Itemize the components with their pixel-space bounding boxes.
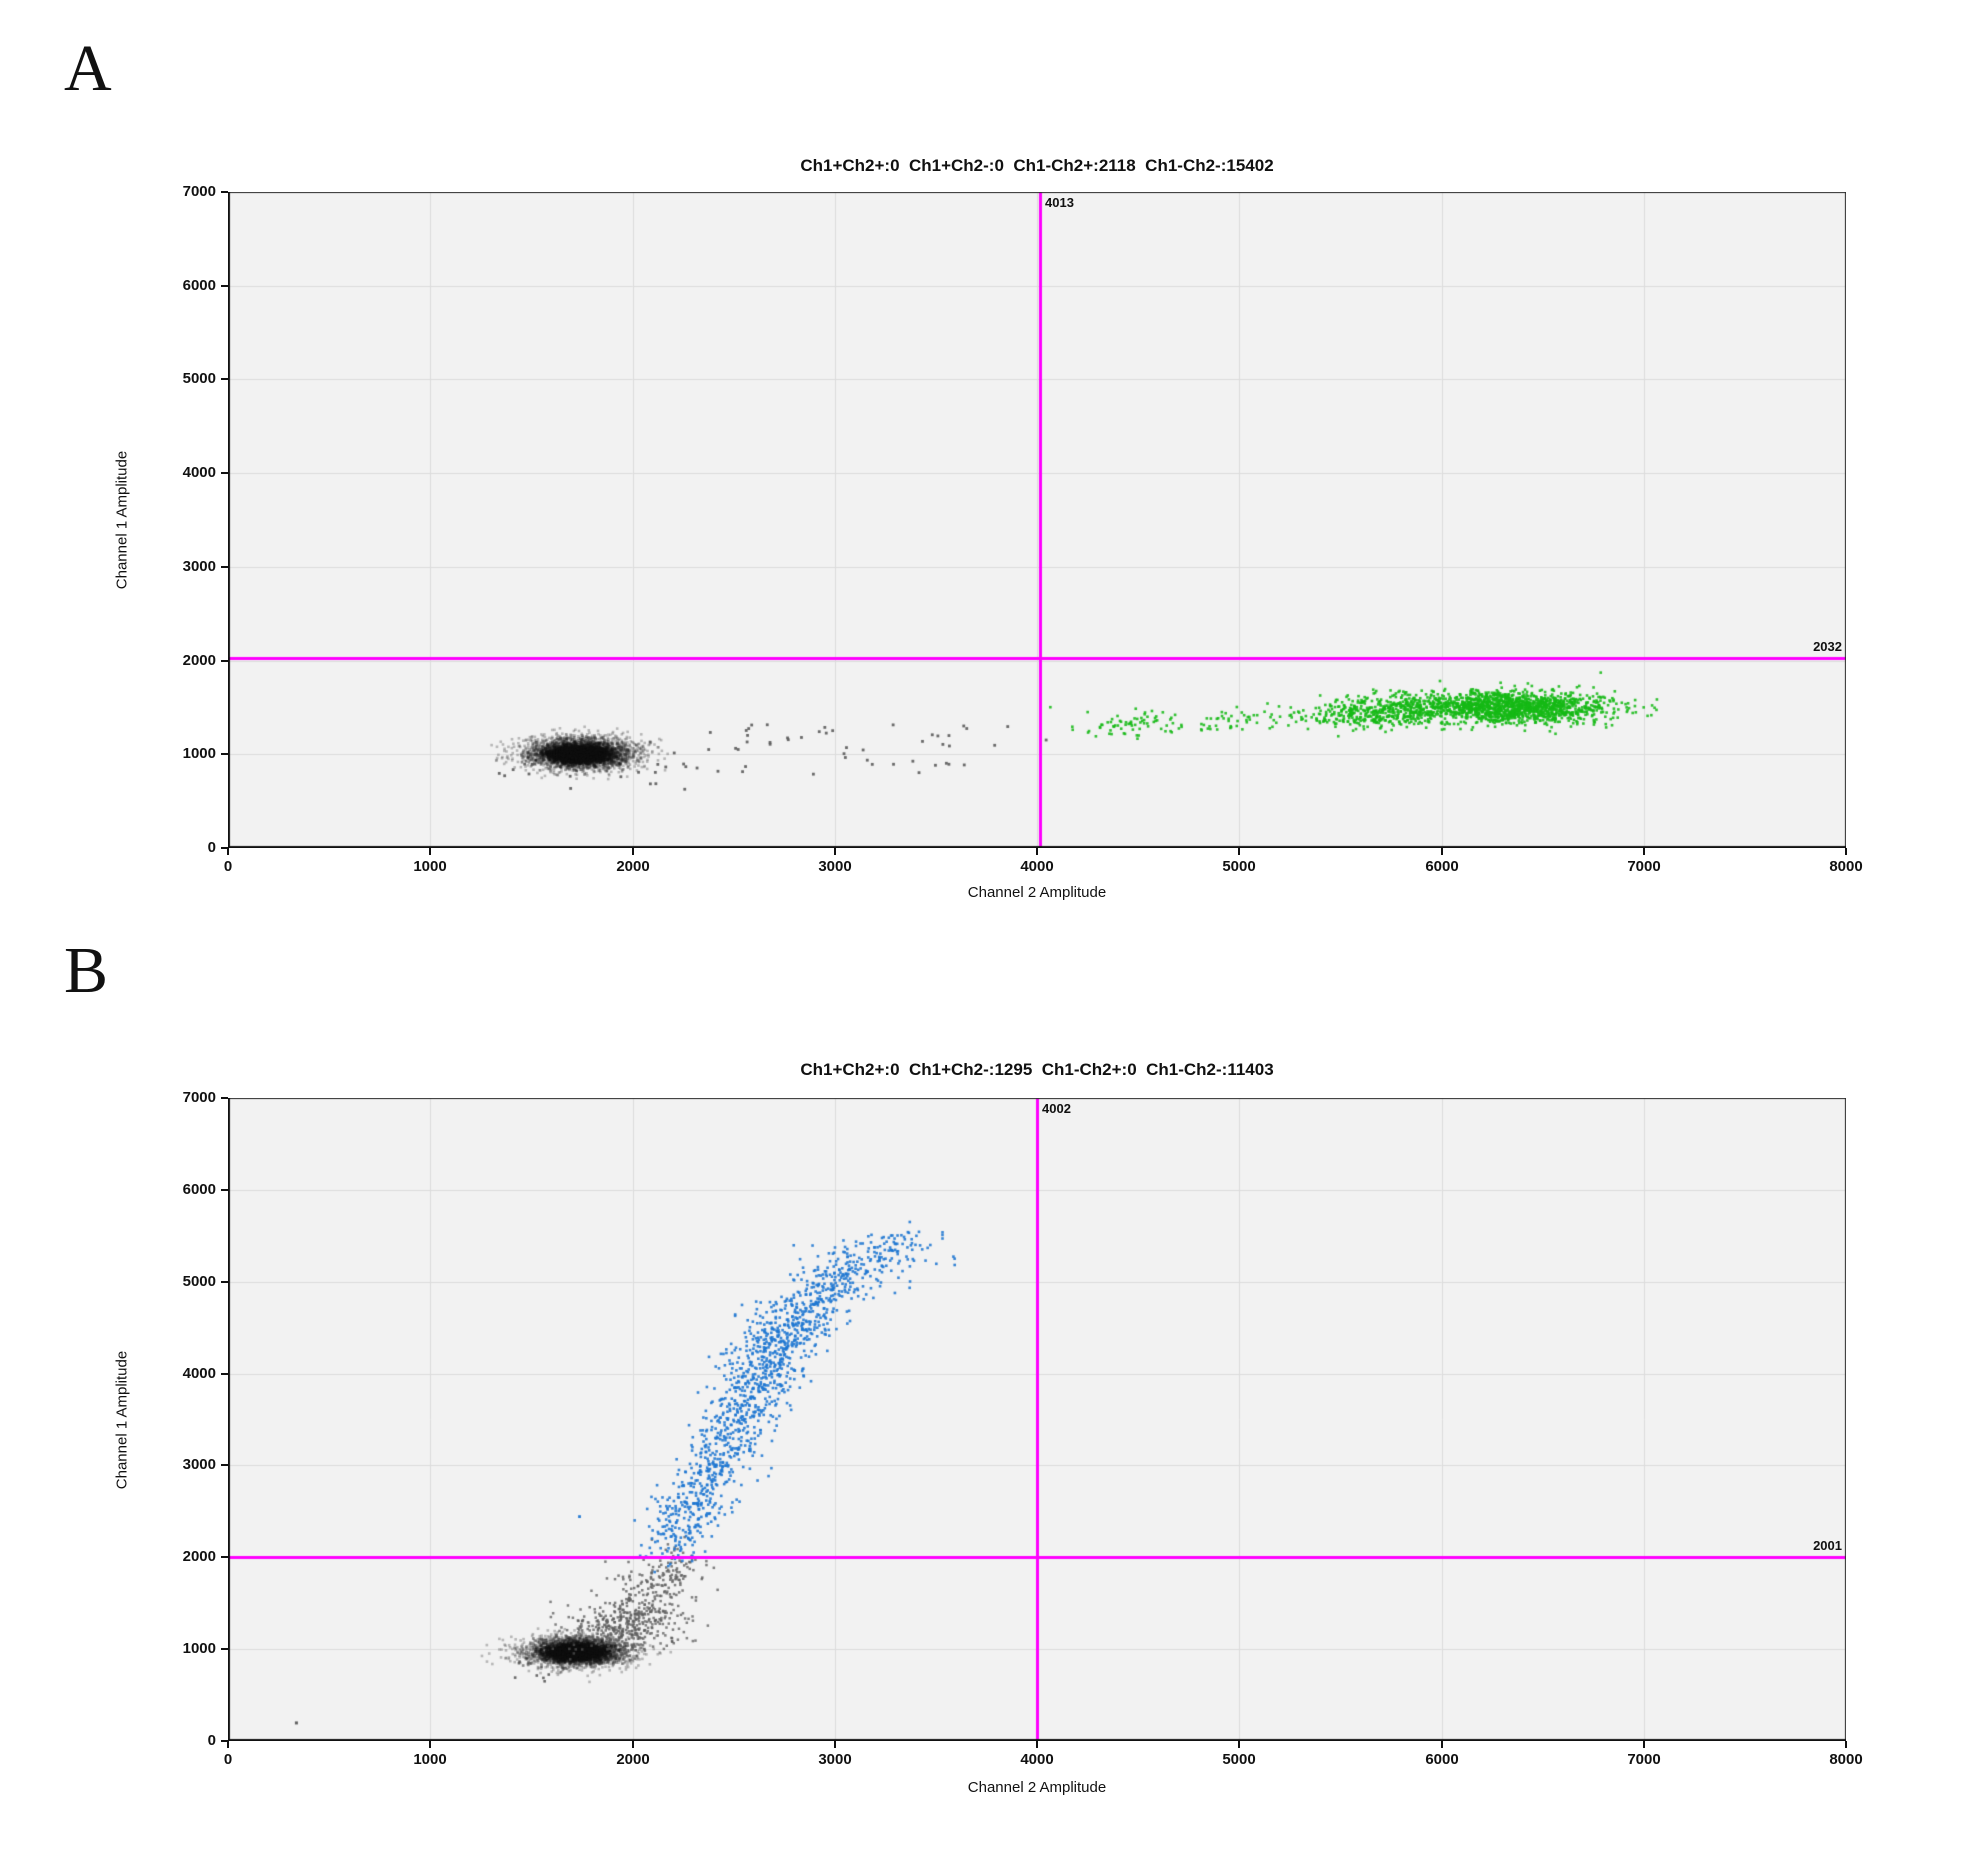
x-tick-label: 5000 (1222, 1751, 1256, 1768)
y-tick-mark (221, 1648, 228, 1650)
y-tick-label: 2000 (182, 652, 216, 669)
x-tick-mark (632, 1741, 634, 1748)
y-tick-label: 1000 (182, 1640, 216, 1657)
x-tick-mark (429, 1741, 431, 1748)
plot-b-area: 4002 2001 0 1000 2000 3000 4000 5000 6000 7000 8… (183, 1089, 1863, 1768)
y-tick-mark (221, 285, 228, 287)
plot-b-y-threshold-label: 2001 (1813, 1538, 1842, 1553)
y-tick-label: 0 (207, 839, 216, 856)
y-tick-mark (221, 847, 228, 849)
x-tick-label: 6000 (1425, 858, 1459, 875)
y-tick-label: 3000 (182, 558, 216, 575)
x-tick-label: 5000 (1222, 858, 1256, 875)
x-tick-label: 7000 (1627, 858, 1661, 875)
y-tick-label: 5000 (182, 1273, 216, 1290)
x-tick-mark (1845, 848, 1847, 855)
y-tick-label: 1000 (182, 745, 216, 762)
y-tick-mark (221, 753, 228, 755)
x-tick-label: 1000 (413, 1751, 447, 1768)
x-tick-label: 4000 (1020, 858, 1054, 875)
x-tick-mark (1441, 848, 1443, 855)
plot-a-scatter-canvas (228, 192, 1846, 848)
plot-b-scatter-canvas (228, 1098, 1846, 1741)
plot-a-title: Ch1+Ch2+:0 Ch1+Ch2-:0 Ch1-Ch2+:2118 Ch1-… (800, 156, 1274, 175)
y-tick-label: 0 (207, 1732, 216, 1749)
y-tick-mark (221, 1281, 228, 1283)
y-tick-mark (221, 1373, 228, 1375)
plot-b-title: Ch1+Ch2+:0 Ch1+Ch2-:1295 Ch1-Ch2+:0 Ch1-… (800, 1060, 1274, 1079)
x-tick-label: 0 (223, 858, 233, 875)
y-tick-mark (221, 1740, 228, 1742)
y-tick-label: 6000 (182, 1181, 216, 1198)
y-tick-label: 4000 (182, 464, 216, 481)
y-tick-label: 7000 (182, 1089, 216, 1106)
x-tick-mark (227, 1741, 229, 1748)
plot-a-area: 4013 2032 0 1000 2000 3000 4000 5000 6000 7000 8… (183, 183, 1863, 875)
x-tick-label: 4000 (1020, 1751, 1054, 1768)
x-tick-mark (632, 848, 634, 855)
y-tick-label: 5000 (182, 370, 216, 387)
y-tick-label: 2000 (182, 1548, 216, 1565)
x-tick-label: 3000 (818, 858, 852, 875)
y-tick-mark (221, 1556, 228, 1558)
x-tick-mark (1238, 848, 1240, 855)
x-tick-label: 2000 (616, 858, 650, 875)
y-tick-label: 4000 (182, 1365, 216, 1382)
y-tick-mark (221, 566, 228, 568)
x-tick-label: 8000 (1829, 858, 1863, 875)
x-tick-mark (1643, 1741, 1645, 1748)
y-tick-mark (221, 378, 228, 380)
x-tick-mark (1643, 848, 1645, 855)
x-tick-mark (1845, 1741, 1847, 1748)
x-tick-label: 7000 (1627, 1751, 1661, 1768)
plot-a-x-axis-label: Channel 2 Amplitude (967, 884, 1107, 901)
x-tick-label: 3000 (818, 1751, 852, 1768)
y-tick-label: 6000 (182, 277, 216, 294)
panel-a-letter: A (64, 32, 112, 105)
plot-b-x-axis-label: Channel 2 Amplitude (967, 1779, 1107, 1796)
plot-b-x-threshold-label: 4002 (1042, 1101, 1071, 1116)
x-tick-mark (1036, 848, 1038, 855)
x-tick-mark (1441, 1741, 1443, 1748)
plot-b-y-axis-label: Channel 1 Amplitude (113, 1350, 131, 1490)
x-tick-mark (227, 848, 229, 855)
y-tick-label: 3000 (182, 1456, 216, 1473)
x-tick-mark (834, 848, 836, 855)
x-tick-mark (1238, 1741, 1240, 1748)
plot-a-y-axis-label: Channel 1 Amplitude (113, 450, 131, 590)
plot-a-y-threshold-label: 2032 (1813, 639, 1842, 654)
y-tick-mark (221, 1097, 228, 1099)
x-tick-label: 8000 (1829, 1751, 1863, 1768)
y-tick-mark (221, 1189, 228, 1191)
x-tick-mark (429, 848, 431, 855)
x-tick-label: 1000 (413, 858, 447, 875)
plot-a-x-threshold-label: 4013 (1045, 195, 1074, 210)
y-tick-mark (221, 191, 228, 193)
x-tick-label: 0 (223, 1751, 233, 1768)
x-tick-mark (1036, 1741, 1038, 1748)
y-tick-mark (221, 1464, 228, 1466)
x-tick-mark (834, 1741, 836, 1748)
y-tick-mark (221, 660, 228, 662)
y-tick-mark (221, 472, 228, 474)
y-tick-label: 7000 (182, 183, 216, 200)
x-tick-label: 2000 (616, 1751, 650, 1768)
x-tick-label: 6000 (1425, 1751, 1459, 1768)
panel-b-letter: B (64, 934, 109, 1007)
